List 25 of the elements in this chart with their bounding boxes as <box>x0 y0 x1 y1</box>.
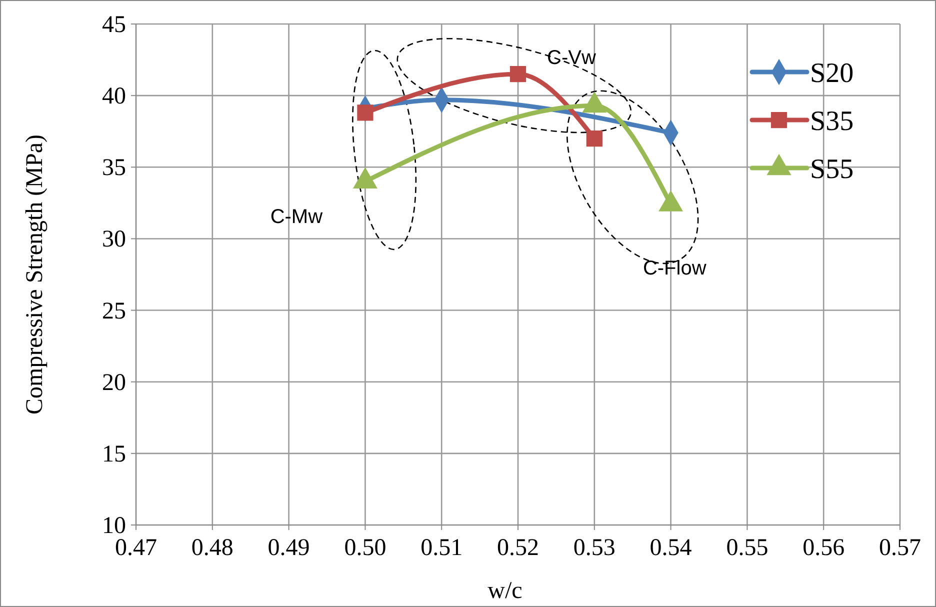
x-tick-label: 0.50 <box>344 535 386 561</box>
y-tick-label: 40 <box>102 84 126 110</box>
x-tick-label: 0.53 <box>573 535 616 561</box>
x-tick-label: 0.51 <box>420 535 463 561</box>
x-axis-title: w/c <box>488 578 522 604</box>
y-tick-label: 30 <box>102 226 126 253</box>
legend-label: S35 <box>810 106 854 137</box>
y-tick-label: 20 <box>102 370 126 396</box>
annotation: C-Mw <box>270 206 324 228</box>
x-tick-label: 0.57 <box>879 535 921 561</box>
x-tick-label: 0.55 <box>726 535 768 561</box>
x-tick-label: 0.49 <box>268 535 310 561</box>
y-tick-label: 15 <box>102 441 126 468</box>
legend-label: S20 <box>810 58 854 89</box>
y-tick-label: 25 <box>102 298 126 324</box>
legend-label: S55 <box>810 154 854 185</box>
y-tick-label: 45 <box>102 12 126 38</box>
x-tick-label: 0.52 <box>497 535 539 561</box>
x-tick-label: 0.56 <box>802 535 845 561</box>
y-axis-title: Compressive Strength (MPa) <box>22 134 48 414</box>
annotation: C-Vw <box>547 46 596 69</box>
y-tick-label: 35 <box>102 155 126 182</box>
x-tick-label: 0.54 <box>650 535 692 561</box>
annotation: C-Flow <box>642 257 707 280</box>
x-tick-label: 0.48 <box>191 535 234 561</box>
